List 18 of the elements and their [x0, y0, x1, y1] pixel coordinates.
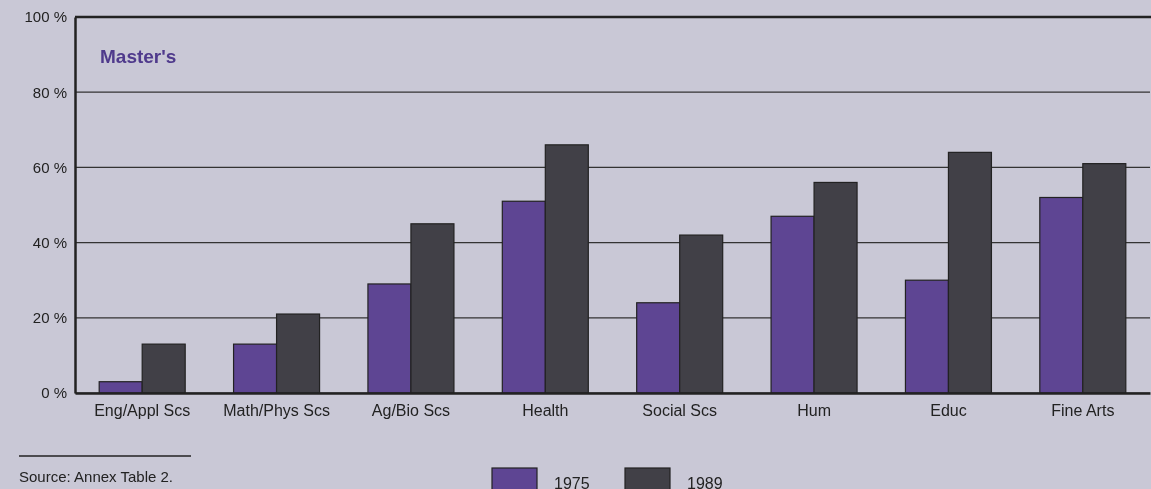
y-tick-label: 100 % — [24, 8, 67, 26]
y-tick-label: 60 % — [32, 158, 67, 176]
text: Master's — [100, 46, 177, 67]
y-tick-label: 20 % — [32, 309, 67, 327]
x-tick-label: Ag/Bio Scs — [371, 402, 451, 420]
legend-label: 1975 — [554, 475, 590, 489]
x-tick-label: Fine Arts — [1051, 402, 1115, 420]
x-tick-label: Eng/Appl Scs — [94, 402, 191, 420]
x-tick-label: Hum — [797, 402, 831, 420]
x-tick-label: Math/Phys Scs — [223, 402, 330, 420]
x-tick-label: Social Scs — [642, 402, 718, 420]
x-tick-label: Health — [522, 402, 569, 420]
y-tick-label: 40 % — [32, 233, 67, 251]
x-tick-label: Educ — [930, 402, 967, 420]
source-note: Source: Annex Table 2. — [19, 468, 173, 485]
legend-label: 1989 — [687, 475, 723, 489]
y-tick-label: 0 % — [41, 384, 67, 402]
y-tick-label: 80 % — [32, 83, 67, 101]
